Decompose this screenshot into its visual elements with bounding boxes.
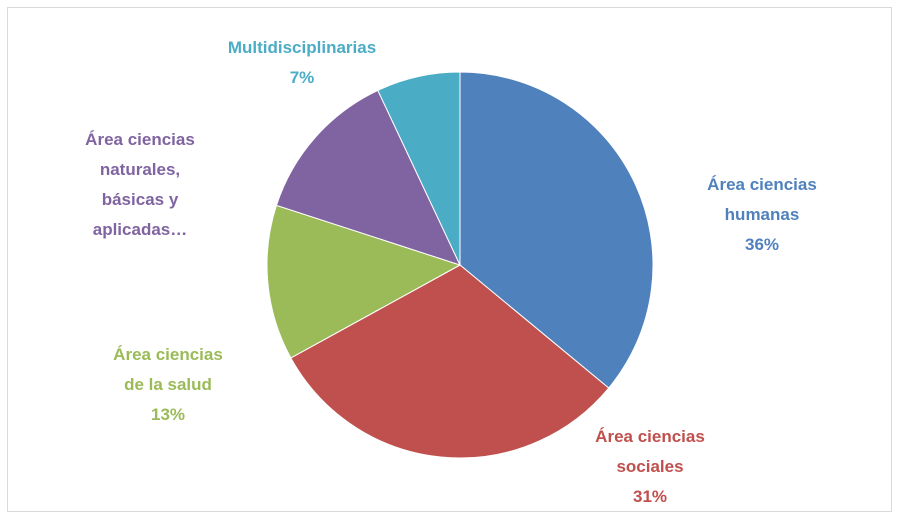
value-label: 31% <box>632 487 668 506</box>
value-label: 36% <box>744 235 780 254</box>
pie-slice <box>377 71 461 266</box>
pie-slice <box>459 71 654 389</box>
slice-label: Área ciencias naturales, básicas y aplic… <box>75 125 205 245</box>
category-name: Área ciencias naturales, básicas y aplic… <box>85 130 195 239</box>
slice-label: Área ciencias humanas 36% <box>687 170 837 260</box>
pie-slice <box>266 204 462 359</box>
category-name: Multidisciplinarias <box>227 38 377 57</box>
pie-slice <box>275 89 461 266</box>
category-name: Área ciencias humanas <box>707 175 817 224</box>
slice-label: Área ciencias de la salud 13% <box>103 340 233 430</box>
slice-label: Multidisciplinarias 7% <box>192 33 412 93</box>
slice-label: Área ciencias sociales 31% <box>575 422 725 512</box>
pie-slice <box>290 264 610 459</box>
category-name: Área ciencias sociales <box>595 427 705 476</box>
category-name: Área ciencias de la salud <box>113 345 223 394</box>
value-label: 7% <box>289 68 315 87</box>
value-label: 13% <box>150 405 186 424</box>
